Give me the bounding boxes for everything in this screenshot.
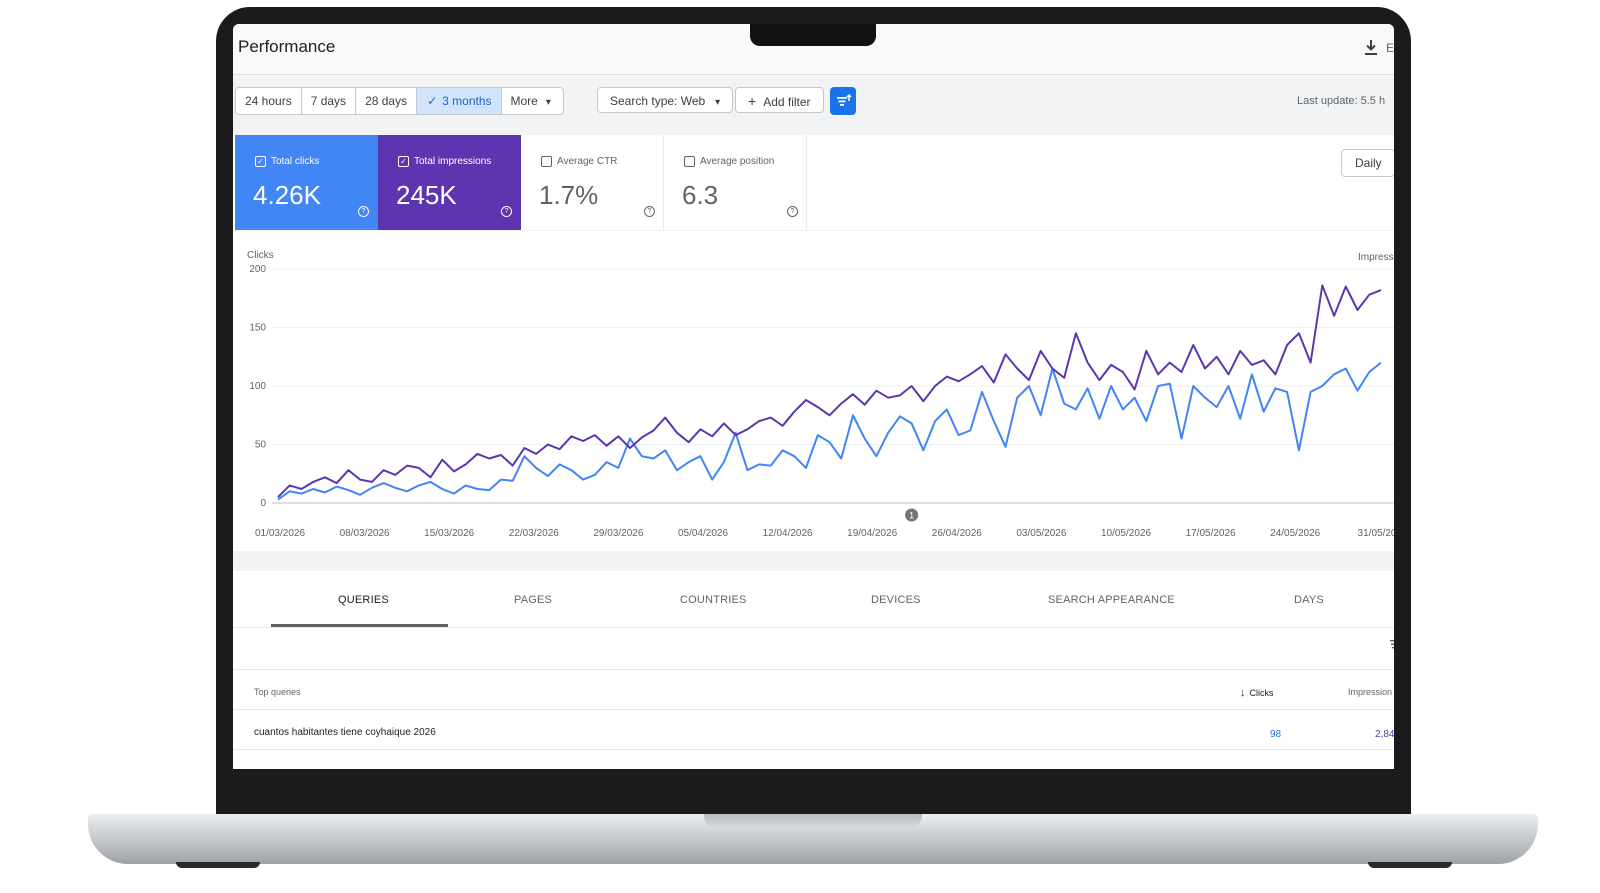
checkbox-checked-icon[interactable]: ✓ — [398, 156, 409, 167]
x-tick-label: 19/04/2026 — [847, 528, 897, 539]
metric-card-average-position[interactable]: Average position 6.3 ? — [664, 135, 807, 230]
tab-days[interactable]: DAYS — [1294, 594, 1324, 606]
x-tick-label: 26/04/2026 — [932, 528, 982, 539]
range-3-months[interactable]: ✓ 3 months — [417, 88, 502, 114]
sort-arrow-down-icon: ↓ — [1240, 687, 1246, 699]
metric-value: 4.26K — [253, 180, 321, 210]
metric-value: 6.3 — [682, 180, 719, 210]
laptop-foot-left — [176, 862, 260, 868]
page-title: Performance — [238, 37, 336, 56]
metric-label: Total clicks — [271, 156, 320, 167]
table-row-impressions: 2,84 — [1375, 729, 1394, 740]
y-tick-label: 0 — [260, 498, 266, 509]
x-tick-label: 22/03/2026 — [509, 528, 559, 539]
range-24-hours[interactable]: 24 hours — [236, 88, 302, 114]
metric-card-total-impressions[interactable]: ✓ Total impressions 245K ? — [378, 135, 521, 230]
tab-queries[interactable]: QUERIES — [338, 594, 389, 606]
screen: Performance E 24 hours 7 days 28 days ✓ 3… — [233, 24, 1394, 769]
tab-pages[interactable]: PAGES — [514, 594, 553, 606]
add-filter-button[interactable]: + Add filter — [735, 87, 824, 113]
laptop-opening-groove — [704, 814, 922, 828]
x-tick-label: 29/03/2026 — [593, 528, 643, 539]
tabs-divider — [233, 627, 1394, 628]
table-row-clicks: 98 — [1270, 729, 1282, 740]
caret-down-icon: ▾ — [545, 97, 551, 108]
y-tick-label: 50 — [255, 440, 267, 451]
table-row-divider — [233, 749, 1394, 750]
checkbox-checked-icon[interactable]: ✓ — [255, 156, 266, 167]
column-header-clicks[interactable]: ↓ Clicks — [1240, 687, 1274, 699]
x-tick-label: 17/05/2026 — [1186, 528, 1236, 539]
range-28-days[interactable]: 28 days — [356, 88, 418, 114]
active-tab-underline — [271, 624, 448, 627]
metric-card-average-ctr[interactable]: Average CTR 1.7% ? — [521, 135, 664, 230]
tab-countries[interactable]: COUNTRIES — [680, 594, 747, 606]
metric-cards: ✓ Total clicks 4.26K ? ✓ Total impressions… — [233, 135, 1394, 230]
plus-icon: + — [748, 93, 757, 109]
search-type-dropdown[interactable]: Search type: Web ▾ — [597, 87, 734, 113]
series-line-impressions — [277, 284, 1382, 498]
x-tick-label: 12/04/2026 — [763, 528, 813, 539]
metric-label: Average CTR — [557, 156, 618, 167]
y-axis-label-clicks: Clicks — [247, 250, 274, 261]
laptop-foot-right — [1368, 862, 1452, 868]
metric-value: 1.7% — [539, 180, 599, 210]
x-tick-label: 08/03/2026 — [340, 528, 390, 539]
performance-chart: 200 150 100 50 0 Clicks Impress 01/03/2026 08/03… — [247, 250, 1394, 539]
table-row-query[interactable]: cuantos habitantes tiene coyhaique 2026 — [254, 727, 436, 738]
camera-notch — [750, 24, 876, 46]
table-filter-icon[interactable] — [1390, 639, 1394, 649]
checkbox-unchecked-icon[interactable] — [684, 156, 695, 167]
tab-search-appearance[interactable]: SEARCH APPEARANCE — [1048, 594, 1175, 606]
x-tick-label: 01/03/2026 — [255, 528, 305, 539]
help-icon[interactable]: ? — [644, 206, 655, 217]
last-update-text: Last update: 5.5 h — [1297, 95, 1386, 107]
x-tick-label: 31/05/202 — [1358, 528, 1394, 539]
x-tick-label: 15/03/2026 — [424, 528, 474, 539]
y-axis-label-impressions: Impress — [1358, 252, 1394, 263]
table-top-divider — [233, 669, 1394, 670]
help-icon[interactable]: ? — [501, 206, 512, 217]
range-more-dropdown[interactable]: More ▾ — [510, 94, 551, 108]
annotation-marker — [905, 508, 919, 522]
metric-label: Average position — [700, 156, 775, 167]
toolbar: 24 hours 7 days 28 days ✓ 3 months More ▾ … — [233, 75, 1394, 132]
column-header-impressions[interactable]: Impression — [1348, 687, 1393, 697]
x-tick-label: 03/05/2026 — [1016, 528, 1066, 539]
checkbox-unchecked-icon[interactable] — [541, 156, 552, 167]
help-icon[interactable]: ? — [358, 206, 369, 217]
metric-label: Total impressions — [414, 156, 492, 167]
metric-card-total-clicks[interactable]: ✓ Total clicks 4.26K ? — [235, 135, 378, 230]
download-icon[interactable] — [1363, 39, 1379, 57]
series-line-clicks — [277, 361, 1382, 501]
filter-sort-icon — [837, 93, 852, 106]
granularity-dropdown[interactable]: Daily — [1341, 149, 1394, 177]
annotation-marker-label: 1 — [909, 511, 914, 521]
tab-devices[interactable]: DEVICES — [871, 594, 921, 606]
table-header-divider — [233, 709, 1394, 710]
x-tick-label: 05/04/2026 — [678, 528, 728, 539]
caret-down-icon: ▾ — [715, 97, 721, 108]
range-7-days[interactable]: 7 days — [302, 88, 357, 114]
help-icon[interactable]: ? — [787, 206, 798, 217]
check-icon: ✓ — [427, 94, 438, 108]
date-range-selector: 24 hours 7 days 28 days ✓ 3 months More ▾ — [235, 87, 564, 115]
dimension-tabs-panel: QUERIES PAGES COUNTRIES DEVICES SEARCH A… — [233, 571, 1394, 769]
export-label-truncated[interactable]: E — [1386, 41, 1394, 55]
y-tick-label: 200 — [249, 264, 266, 275]
laptop-bezel-bottom — [216, 769, 1411, 817]
performance-chart-panel: 200 150 100 50 0 Clicks Impress 01/03/2026 08/03… — [233, 231, 1394, 551]
comparison-filter-button[interactable] — [830, 87, 856, 115]
x-tick-label: 24/05/2026 — [1270, 528, 1320, 539]
metric-value: 245K — [396, 180, 457, 210]
table-title: Top queries — [254, 687, 301, 697]
x-tick-label: 10/05/2026 — [1101, 528, 1151, 539]
y-tick-label: 150 — [249, 323, 266, 334]
y-tick-label: 100 — [249, 381, 266, 392]
